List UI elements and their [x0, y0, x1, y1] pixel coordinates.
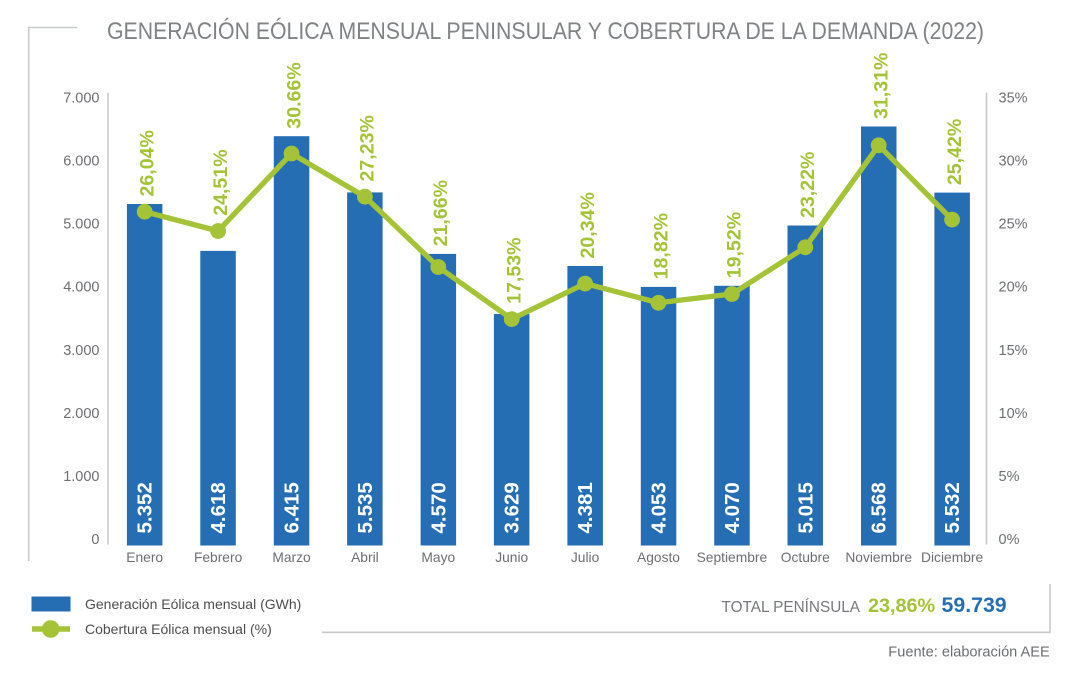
svg-text:4.618: 4.618 [207, 482, 230, 533]
svg-text:Mayo: Mayo [421, 550, 455, 565]
svg-text:10%: 10% [999, 406, 1028, 422]
svg-text:23,86%: 23,86% [868, 595, 936, 617]
svg-text:Enero: Enero [126, 550, 163, 565]
svg-text:4.570: 4.570 [427, 482, 450, 533]
svg-text:Noviembre: Noviembre [845, 550, 912, 565]
svg-text:Junio: Junio [495, 550, 528, 565]
svg-text:4.070: 4.070 [721, 482, 744, 533]
svg-text:6.568: 6.568 [868, 482, 891, 533]
svg-text:26,04%: 26,04% [137, 130, 159, 196]
svg-text:Generación Eólica mensual (GWh: Generación Eólica mensual (GWh) [85, 596, 301, 612]
svg-text:20%: 20% [999, 280, 1028, 296]
svg-text:23,22%: 23,22% [797, 152, 819, 218]
svg-text:5%: 5% [999, 469, 1020, 485]
svg-text:4.053: 4.053 [648, 482, 671, 533]
svg-text:3.629: 3.629 [501, 482, 524, 533]
svg-text:20,34%: 20,34% [577, 192, 599, 258]
svg-text:17,53%: 17,53% [504, 237, 526, 303]
svg-text:6.000: 6.000 [63, 154, 99, 170]
svg-text:Marzo: Marzo [272, 550, 311, 565]
svg-text:59.739: 59.739 [942, 593, 1007, 617]
svg-text:Julio: Julio [571, 550, 600, 565]
svg-text:7.000: 7.000 [63, 91, 99, 107]
svg-text:Diciembre: Diciembre [921, 550, 983, 565]
svg-text:18,82%: 18,82% [650, 213, 672, 279]
svg-text:3.000: 3.000 [63, 343, 99, 359]
svg-text:Febrero: Febrero [194, 550, 243, 565]
svg-text:Agosto: Agosto [637, 550, 680, 565]
svg-text:27,23%: 27,23% [357, 115, 379, 181]
svg-text:2.000: 2.000 [63, 406, 99, 422]
svg-text:Septiembre: Septiembre [697, 550, 768, 565]
svg-text:5.000: 5.000 [63, 217, 99, 233]
svg-text:5.352: 5.352 [134, 482, 157, 533]
svg-text:25,42%: 25,42% [944, 119, 966, 185]
svg-text:24,51%: 24,51% [210, 149, 232, 215]
svg-text:Octubre: Octubre [781, 550, 830, 565]
svg-text:35%: 35% [999, 91, 1028, 107]
svg-text:Fuente: elaboración AEE: Fuente: elaboración AEE [888, 645, 1050, 661]
svg-text:4.381: 4.381 [574, 482, 597, 533]
svg-text:Cobertura Eólica mensual (%): Cobertura Eólica mensual (%) [85, 621, 272, 637]
svg-text:19,52%: 19,52% [724, 212, 746, 278]
svg-text:6.415: 6.415 [281, 482, 304, 533]
svg-text:25%: 25% [999, 217, 1028, 233]
svg-text:30%: 30% [999, 154, 1028, 170]
svg-text:GENERACIÓN EÓLICA MENSUAL PENI: GENERACIÓN EÓLICA MENSUAL PENINSULAR Y C… [107, 18, 984, 45]
svg-text:5.532: 5.532 [941, 482, 964, 533]
svg-text:0: 0 [91, 532, 99, 548]
svg-text:1.000: 1.000 [63, 469, 99, 485]
svg-text:TOTAL PENÍNSULA: TOTAL PENÍNSULA [722, 597, 861, 616]
svg-text:15%: 15% [999, 343, 1028, 359]
svg-text:5.015: 5.015 [794, 482, 817, 533]
svg-text:21,66%: 21,66% [430, 180, 452, 246]
svg-text:0%: 0% [999, 532, 1020, 548]
svg-text:4.000: 4.000 [63, 280, 99, 296]
svg-text:Abril: Abril [351, 550, 379, 565]
svg-text:30.66%: 30.66% [283, 62, 305, 128]
svg-text:31,31%: 31,31% [871, 53, 893, 119]
svg-text:5.535: 5.535 [354, 482, 377, 533]
